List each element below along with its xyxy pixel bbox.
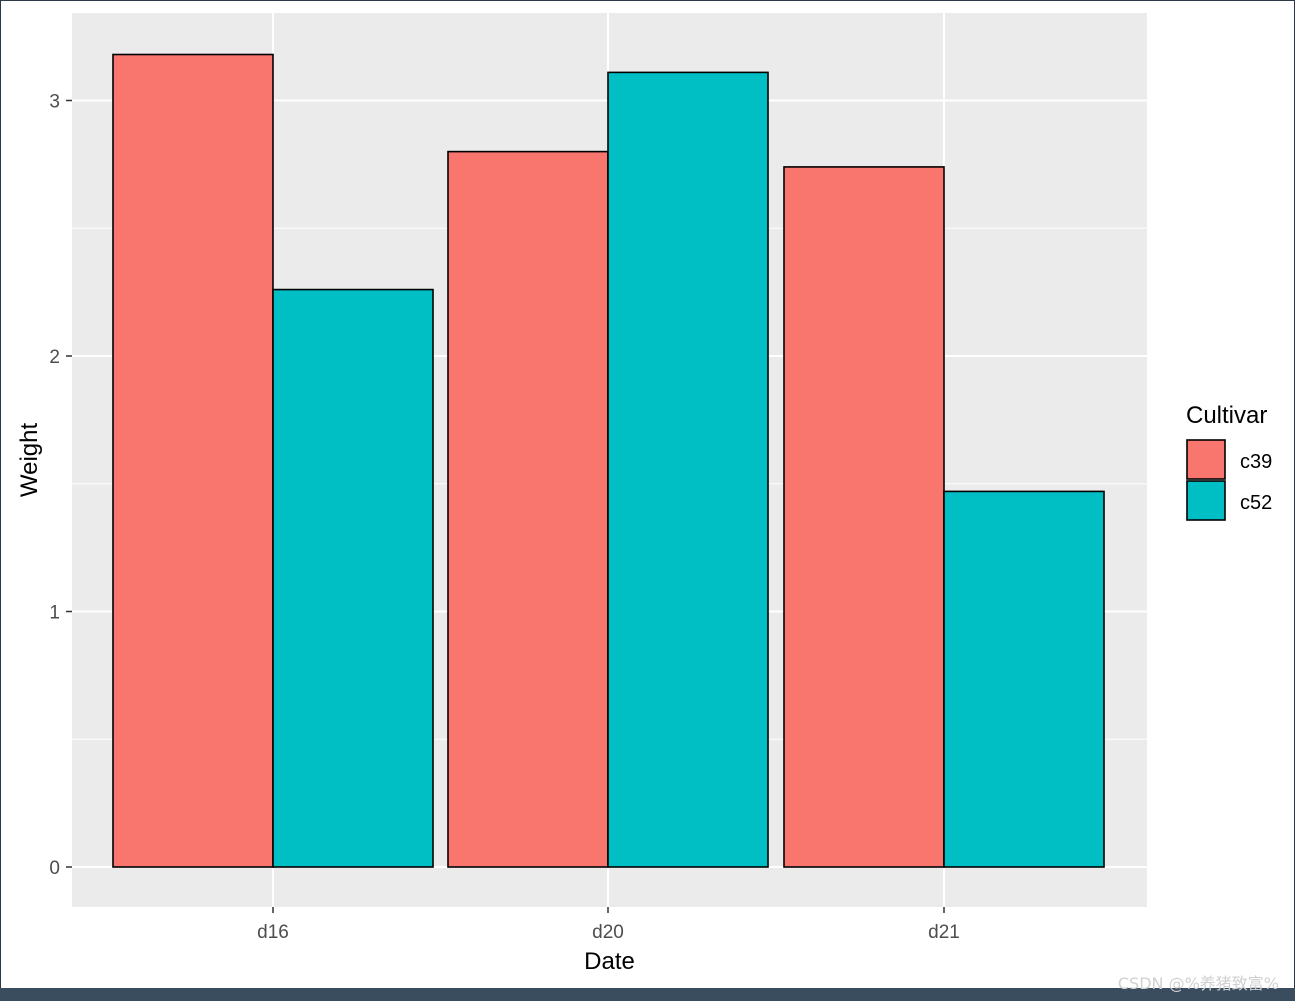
legend-key-c52 [1186, 480, 1226, 521]
y-axis-title: Weight [16, 423, 43, 498]
bar-c52-d20 [607, 71, 769, 868]
y-axis: 0 1 2 3 [49, 92, 72, 879]
y-tick-label: 0 [49, 858, 60, 879]
y-tick-label: 1 [49, 603, 60, 624]
bars [112, 53, 1105, 868]
legend-label-c39: c39 [1240, 451, 1272, 473]
bar-c52-d21 [943, 490, 1105, 868]
legend: Cultivar c39 c52 [1186, 402, 1272, 521]
x-axis-title: Date [584, 948, 635, 975]
bar-c39-d16 [112, 53, 274, 868]
bar-c52-d16 [272, 288, 434, 868]
bar-c39-d21 [783, 166, 945, 868]
legend-title: Cultivar [1186, 402, 1267, 429]
x-tick-label: d20 [592, 922, 624, 943]
x-tick-label: d21 [928, 922, 960, 943]
x-axis: d16 d20 d21 [257, 907, 960, 943]
y-tick-label: 2 [49, 347, 60, 368]
x-tick-label: d16 [257, 922, 289, 943]
legend-key-c39 [1186, 439, 1226, 480]
y-tick-label: 3 [49, 92, 60, 113]
bar-c39-d20 [447, 150, 609, 868]
window-bottom-bar [0, 988, 1295, 1001]
legend-label-c52: c52 [1240, 492, 1272, 514]
watermark-text: CSDN @%养猪致富% [1117, 974, 1279, 993]
legend-items: c39 c52 [1186, 439, 1272, 521]
